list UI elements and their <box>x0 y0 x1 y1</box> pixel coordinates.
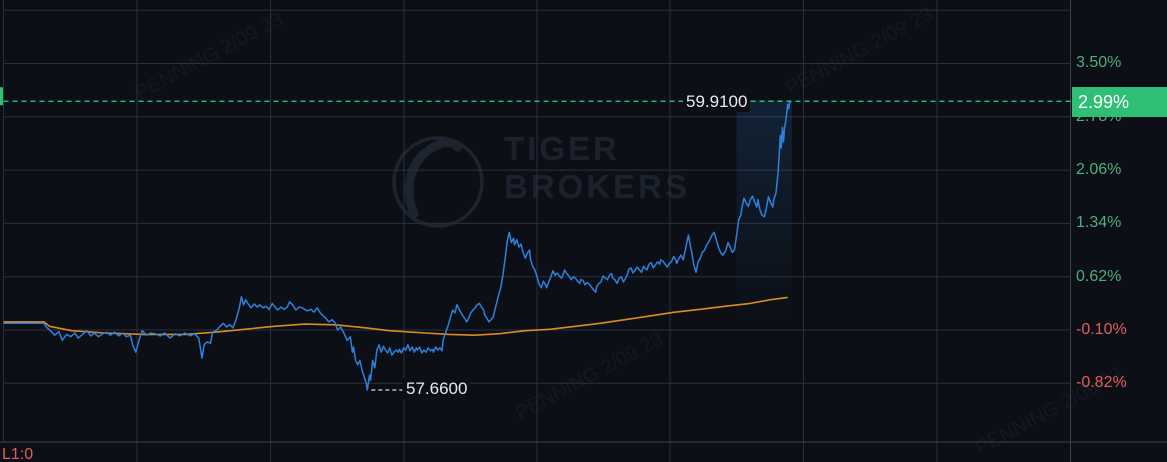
current-change-badge: 2.99% <box>1072 87 1167 117</box>
price-line <box>3 101 791 391</box>
brand-name-line1: TIGER <box>504 130 620 167</box>
y-axis-tick-label: 0.62% <box>1076 268 1122 285</box>
y-axis-tick-label: 1.34% <box>1076 214 1122 231</box>
current-change-badge-text: 2.99% <box>1078 92 1130 112</box>
quote-level-indicator: L1:0 <box>2 446 34 462</box>
y-axis-tick-label: 3.50% <box>1076 54 1122 71</box>
ma-line <box>3 296 788 337</box>
y-axis-tick-label: 2.06% <box>1076 161 1122 178</box>
brand-name-line2: BROKERS <box>504 168 691 205</box>
left-edge-marker <box>0 87 3 106</box>
y-axis-tick-label: -0.82% <box>1076 374 1127 391</box>
y-axis-tick-label: -0.10% <box>1076 321 1127 338</box>
tiled-watermark-text: PENNING 2/09 23 <box>132 8 287 104</box>
day-low-price-label: 57.6600 <box>403 378 471 399</box>
current-price-label: 59.9100 <box>683 91 751 112</box>
tiled-watermark-text: PENNING 2/09 23 <box>512 328 667 424</box>
tiled-watermark-text: PENNING 2/09 23 <box>782 3 937 99</box>
